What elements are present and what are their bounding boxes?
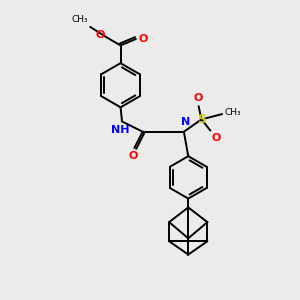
Text: NH: NH	[111, 125, 130, 135]
Text: O: O	[212, 133, 221, 143]
Text: O: O	[138, 34, 148, 44]
Text: O: O	[95, 31, 105, 40]
Text: CH₃: CH₃	[71, 15, 88, 24]
Text: O: O	[194, 93, 203, 103]
Text: S: S	[197, 113, 206, 126]
Text: CH₃: CH₃	[224, 108, 241, 117]
Text: O: O	[128, 151, 138, 161]
Text: N: N	[181, 117, 190, 127]
